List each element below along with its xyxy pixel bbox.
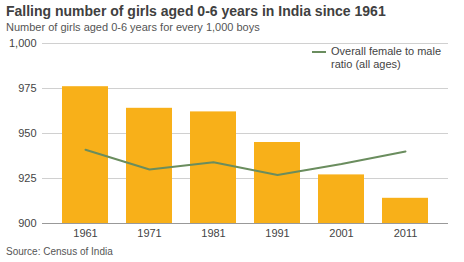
svg-text:1981: 1981 xyxy=(201,227,225,239)
html-text:Falling number of girls aged 0: Falling number of girls aged 0-6 years i… xyxy=(6,3,386,19)
svg-text:1,000: 1,000 xyxy=(9,37,37,49)
svg-text:1991: 1991 xyxy=(265,227,289,239)
svg-text:2001: 2001 xyxy=(329,227,353,239)
html-text:Overall female to male ratio (: Overall female to male ratio (all ages) xyxy=(331,45,441,70)
svg-text:900: 900 xyxy=(18,217,36,229)
svg-text:925: 925 xyxy=(18,172,36,184)
svg-text:1961: 1961 xyxy=(73,227,97,239)
svg-text:950: 950 xyxy=(18,127,36,139)
html-text:Number of girls aged 0-6 years: Number of girls aged 0-6 years for every… xyxy=(6,21,260,33)
svg-text:975: 975 xyxy=(18,82,36,94)
svg-text:1971: 1971 xyxy=(137,227,161,239)
html-text:Source: Census of India: Source: Census of India xyxy=(6,246,113,257)
svg-text:2011: 2011 xyxy=(394,227,418,239)
